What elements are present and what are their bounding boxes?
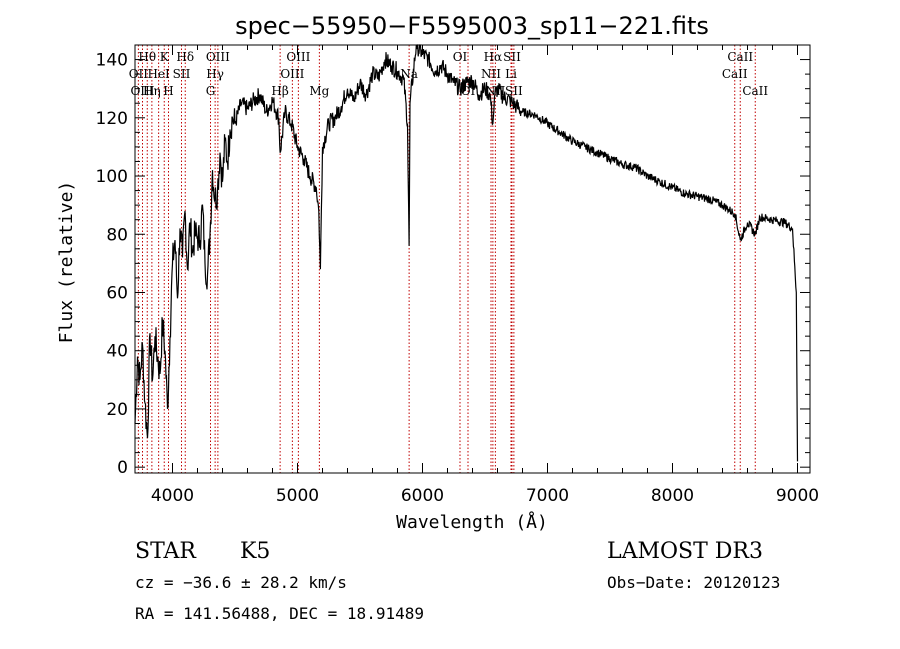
- radec-text: RA = 141.56488, DEC = 18.91489: [135, 604, 424, 623]
- object-class: STAR: [135, 539, 197, 564]
- object-subclass: K5: [240, 539, 270, 564]
- line-label: SII: [505, 84, 523, 98]
- x-tick-label: 9000: [776, 486, 819, 506]
- line-label: Mg: [309, 84, 329, 98]
- line-label: CaII: [742, 84, 768, 98]
- line-label: Hβ: [271, 84, 288, 98]
- line-label: CaII: [722, 67, 748, 81]
- x-tick-label: 4000: [151, 486, 194, 506]
- redshift-text: cz = −36.6 ± 28.2 km/s: [135, 573, 347, 592]
- line-label: Na: [400, 67, 418, 81]
- y-tick-label: 140: [96, 51, 128, 71]
- line-label: SII: [503, 50, 521, 64]
- line-label: Hδ: [176, 50, 194, 64]
- line-label: Li: [505, 67, 517, 81]
- chart-title: spec−55950−F5595003_sp11−221.fits: [235, 12, 709, 40]
- line-label: K: [160, 50, 170, 64]
- y-axis-label: Flux (relative): [56, 181, 77, 344]
- y-tick-label: 40: [106, 342, 128, 362]
- line-label: Hα: [484, 50, 503, 64]
- y-tick-label: 20: [106, 400, 128, 420]
- x-axis-label: Wavelength (Å): [396, 511, 548, 533]
- line-label: H: [163, 84, 173, 98]
- y-axis-ticks: 0 20 40 60 80 100 120 140: [96, 51, 810, 478]
- obs-date-text: Obs−Date: 20120123: [607, 573, 780, 592]
- x-tick-label: 5000: [276, 486, 319, 506]
- line-label: HeI: [147, 67, 170, 81]
- line-label: NII: [481, 67, 501, 81]
- x-tick-label: 8000: [651, 486, 694, 506]
- y-tick-label: 60: [106, 283, 128, 303]
- line-label: OIII: [280, 67, 304, 81]
- y-tick-label: 120: [96, 109, 128, 129]
- line-label: SII: [173, 67, 191, 81]
- line-label: Hγ: [206, 67, 224, 81]
- spectral-line-markers: [137, 45, 756, 473]
- line-label: OI: [453, 50, 468, 64]
- survey-label: LAMOST DR3: [607, 539, 763, 564]
- x-tick-label: 7000: [526, 486, 569, 506]
- plot-frame: [134, 44, 811, 474]
- line-label: OIII: [130, 84, 154, 98]
- y-tick-label: 0: [117, 458, 128, 478]
- x-axis-ticks: 4000 5000 6000 7000 8000 9000: [151, 45, 819, 506]
- line-label: Hη: [143, 84, 161, 98]
- y-tick-label: 100: [96, 167, 128, 187]
- line-label: CaII: [727, 50, 753, 64]
- line-label: Hθ: [138, 50, 156, 64]
- line-label: OIII: [206, 50, 230, 64]
- line-label: G: [206, 84, 216, 98]
- x-tick-label: 6000: [401, 486, 444, 506]
- spectrum-line: [134, 44, 799, 462]
- y-tick-label: 80: [106, 225, 128, 245]
- line-label: OIII: [286, 50, 310, 64]
